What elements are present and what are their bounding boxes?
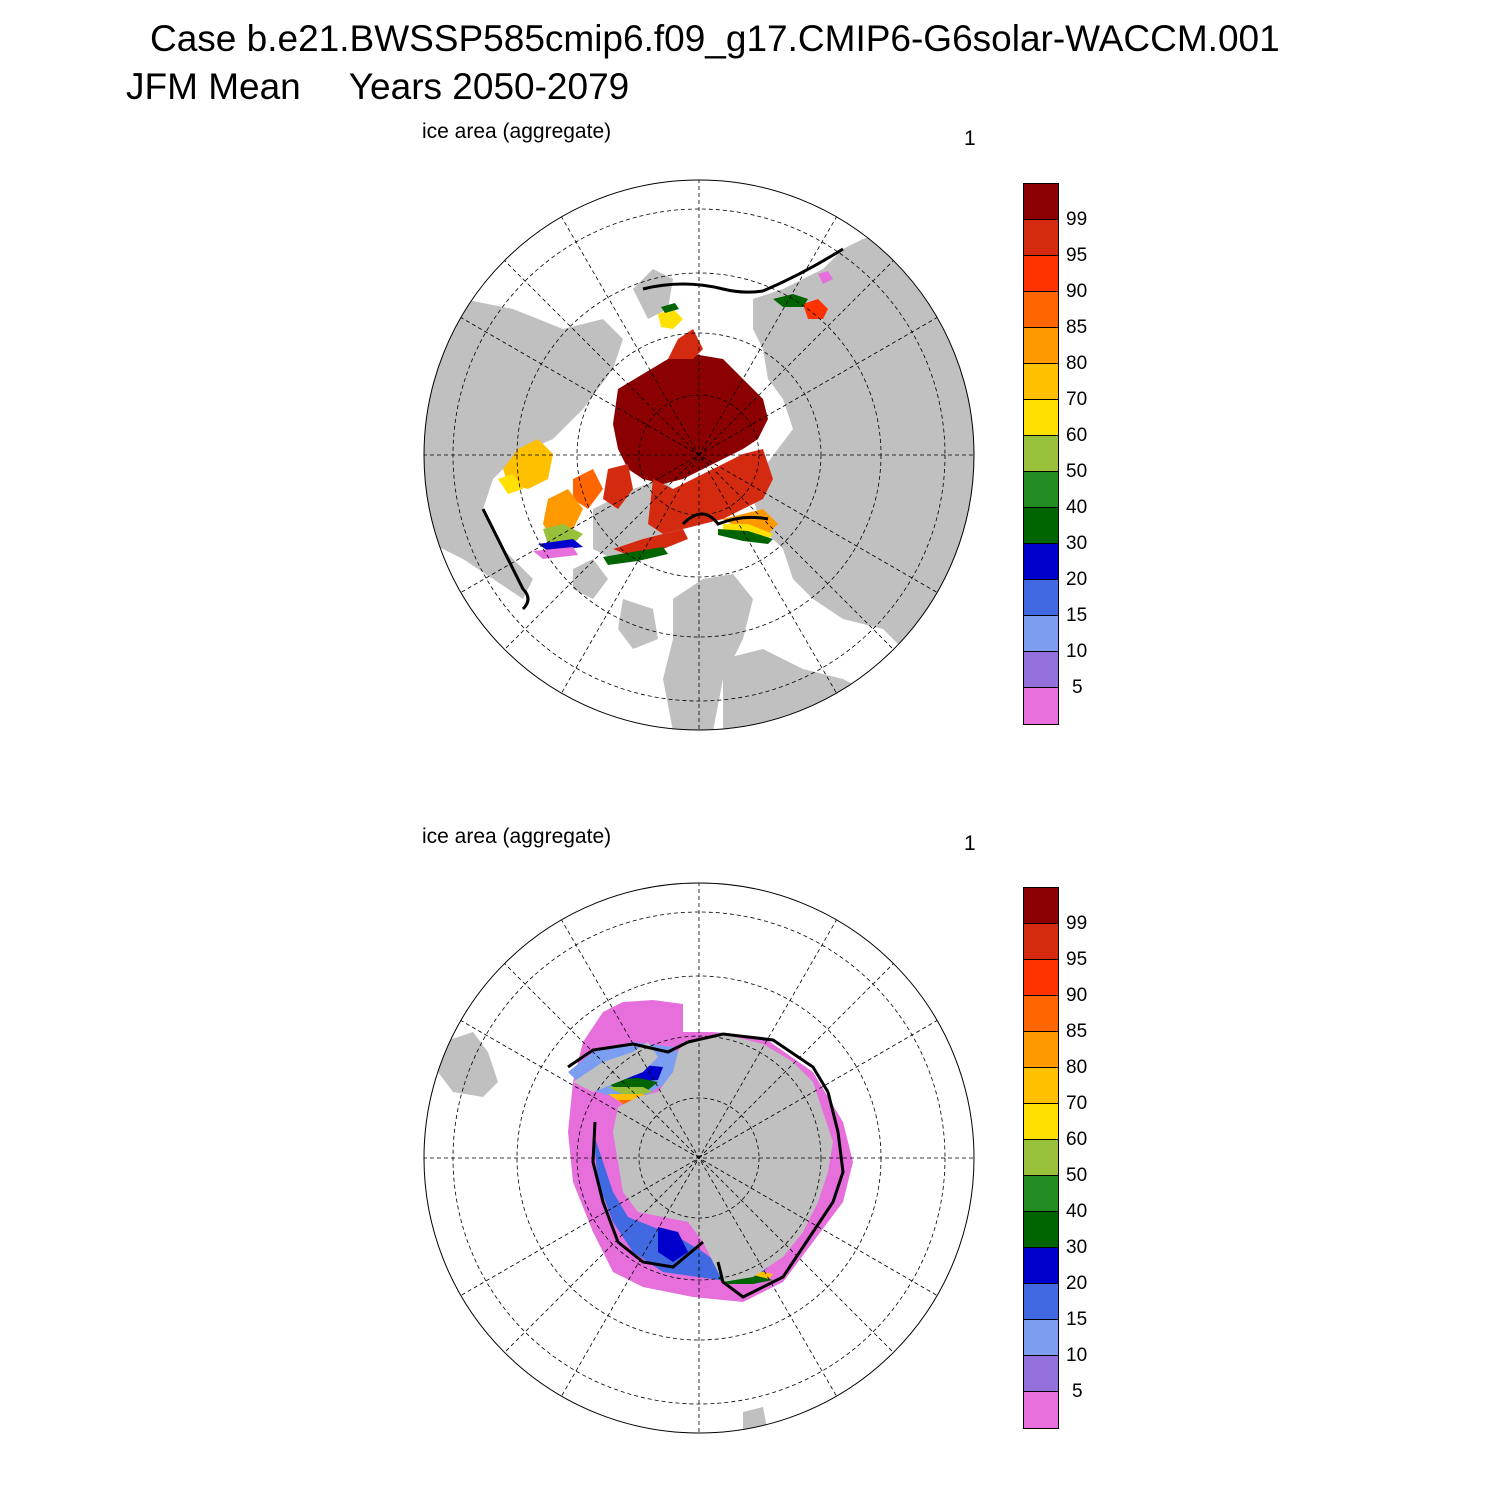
north-colorbar-swatch — [1024, 256, 1058, 292]
north-colorbar-label: 99 — [1066, 209, 1088, 230]
north-colorbar-swatch — [1024, 220, 1058, 256]
south-colorbar-swatch — [1024, 996, 1058, 1032]
north-colorbar-label: 50 — [1066, 461, 1088, 482]
south-colorbar-label: 20 — [1066, 1273, 1088, 1294]
south-colorbar-label: 70 — [1066, 1093, 1088, 1114]
north-colorbar-swatch — [1024, 328, 1058, 364]
south-colorbar-label: 5 — [1072, 1381, 1083, 1402]
south-colorbar-swatch — [1024, 1140, 1058, 1176]
north-colorbar-label: 60 — [1066, 425, 1088, 446]
south-ice-edge-contour — [567, 1032, 845, 1299]
south-colorbar-swatch — [1024, 1176, 1058, 1212]
north-colorbar-swatch — [1024, 364, 1058, 400]
south-colorbar-swatch — [1024, 1356, 1058, 1392]
south-colorbar-label: 15 — [1066, 1309, 1088, 1330]
south-antarctica-land — [613, 1034, 833, 1282]
south-colorbar-swatch — [1024, 1068, 1058, 1104]
north-colorbar-label: 30 — [1066, 533, 1088, 554]
south-colorbar-label: 99 — [1066, 913, 1088, 934]
north-colorbar-label: 10 — [1066, 641, 1088, 662]
south-america-land — [438, 1032, 498, 1097]
south-colorbar-swatch — [1024, 1284, 1058, 1320]
north-colorbar-swatch — [1024, 292, 1058, 328]
years-label: Years 2050-2079 — [348, 66, 630, 107]
south-sea-ice-high — [658, 1227, 688, 1262]
south-colorbar-swatch — [1024, 960, 1058, 996]
south-colorbar-label: 30 — [1066, 1237, 1088, 1258]
south-panel-number: 1 — [964, 832, 976, 855]
south-colorbar-swatch — [1024, 1212, 1058, 1248]
south-sea-ice-mid — [593, 1132, 783, 1282]
north-polar-map — [423, 179, 975, 731]
season-title: JFM Mean Years 2050-2079 — [126, 66, 629, 108]
north-colorbar-label: 85 — [1066, 317, 1088, 338]
south-colorbar-swatch — [1024, 1248, 1058, 1284]
south-colorbar-swatch — [1024, 1104, 1058, 1140]
season-label: JFM Mean — [126, 66, 301, 107]
north-graticule — [424, 180, 974, 730]
north-colorbar-swatch — [1024, 616, 1058, 652]
north-panel-number: 1 — [964, 127, 976, 150]
south-colorbar-label: 60 — [1066, 1129, 1088, 1150]
south-colorbar-swatch — [1024, 1392, 1058, 1428]
north-colorbar-label: 20 — [1066, 569, 1088, 590]
north-colorbar-label: 5 — [1072, 677, 1083, 698]
south-colorbar-swatch — [1024, 888, 1058, 924]
south-colorbar-label: 85 — [1066, 1021, 1088, 1042]
north-panel-label: ice area (aggregate) — [422, 120, 612, 143]
south-colorbar-swatch — [1024, 1320, 1058, 1356]
north-colorbar-label: 90 — [1066, 281, 1088, 302]
north-colorbar-swatch — [1024, 184, 1058, 220]
south-colorbar-label: 40 — [1066, 1201, 1088, 1222]
south-colorbar-label: 10 — [1066, 1345, 1088, 1366]
north-colorbar-swatch — [1024, 652, 1058, 688]
south-colorbar — [1023, 887, 1059, 1429]
north-colorbar-swatch — [1024, 400, 1058, 436]
north-colorbar — [1023, 183, 1059, 725]
south-colorbar-label: 80 — [1066, 1057, 1088, 1078]
north-colorbar-swatch — [1024, 544, 1058, 580]
north-colorbar-swatch — [1024, 580, 1058, 616]
north-sea-ice — [498, 271, 833, 565]
north-colorbar-swatch — [1024, 508, 1058, 544]
south-graticule — [424, 883, 974, 1433]
north-colorbar-swatch — [1024, 688, 1058, 724]
case-title: Case b.e21.BWSSP585cmip6.f09_g17.CMIP6-G… — [150, 18, 1280, 59]
south-polar-map — [423, 882, 975, 1434]
south-colorbar-swatch — [1024, 924, 1058, 960]
south-colorbar-swatch — [1024, 1032, 1058, 1068]
north-colorbar-label: 70 — [1066, 389, 1088, 410]
south-colorbar-label: 90 — [1066, 985, 1088, 1006]
north-colorbar-label: 95 — [1066, 245, 1088, 266]
north-colorbar-label: 40 — [1066, 497, 1088, 518]
south-panel-label: ice area (aggregate) — [422, 825, 612, 848]
north-colorbar-label: 15 — [1066, 605, 1088, 626]
south-colorbar-label: 95 — [1066, 949, 1088, 970]
north-colorbar-label: 80 — [1066, 353, 1088, 374]
north-colorbar-swatch — [1024, 472, 1058, 508]
north-colorbar-swatch — [1024, 436, 1058, 472]
south-colorbar-label: 50 — [1066, 1165, 1088, 1186]
